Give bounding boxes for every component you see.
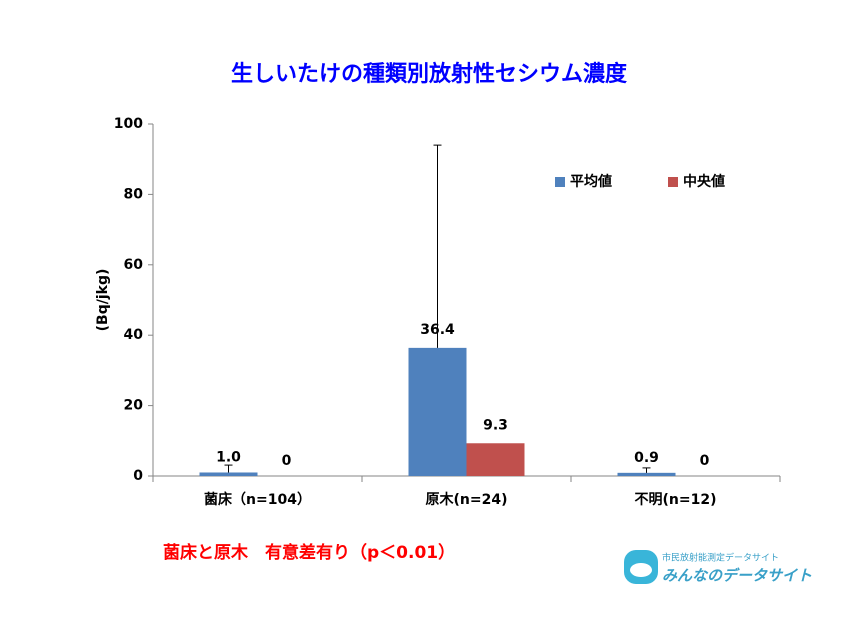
bar bbox=[408, 347, 467, 476]
logo-line2: みんなのデータサイト bbox=[662, 567, 812, 585]
logo-icon-inner bbox=[630, 563, 652, 577]
value-label: 9.3 bbox=[483, 417, 508, 433]
annotation: 菌床と原木 有意差有り（p＜0.01） bbox=[163, 542, 455, 563]
legend-swatch bbox=[668, 177, 678, 187]
value-label: 1.0 bbox=[216, 449, 241, 465]
y-tick-label: 0 bbox=[133, 468, 143, 484]
logo: 市民放射能測定データサイト みんなのデータサイト bbox=[624, 550, 812, 585]
value-label: 0.9 bbox=[634, 450, 659, 466]
legend-swatch bbox=[555, 177, 565, 187]
chart-title: 生しいたけの種類別放射性セシウム濃度 bbox=[231, 61, 628, 87]
y-tick-label: 60 bbox=[124, 257, 144, 273]
y-tick-label: 100 bbox=[114, 116, 143, 132]
legend-label: 平均値 bbox=[570, 173, 612, 190]
bar bbox=[617, 472, 676, 476]
value-label: 36.4 bbox=[420, 322, 455, 338]
y-tick-label: 20 bbox=[124, 398, 144, 414]
x-tick-label: 不明(n=12) bbox=[635, 492, 717, 508]
y-axis-label: (Bq/jkg) bbox=[95, 269, 111, 332]
value-label: 0 bbox=[282, 453, 292, 469]
y-tick-label: 80 bbox=[124, 186, 144, 202]
legend-label: 中央値 bbox=[683, 173, 725, 190]
value-label: 0 bbox=[700, 453, 710, 469]
bar bbox=[466, 443, 525, 476]
x-tick-label: 原木(n=24) bbox=[426, 491, 508, 508]
x-tick-label: 菌床（n=104） bbox=[204, 491, 311, 508]
y-tick-label: 40 bbox=[124, 327, 144, 343]
bar bbox=[199, 472, 258, 476]
logo-line1: 市民放射能測定データサイト bbox=[662, 552, 779, 564]
